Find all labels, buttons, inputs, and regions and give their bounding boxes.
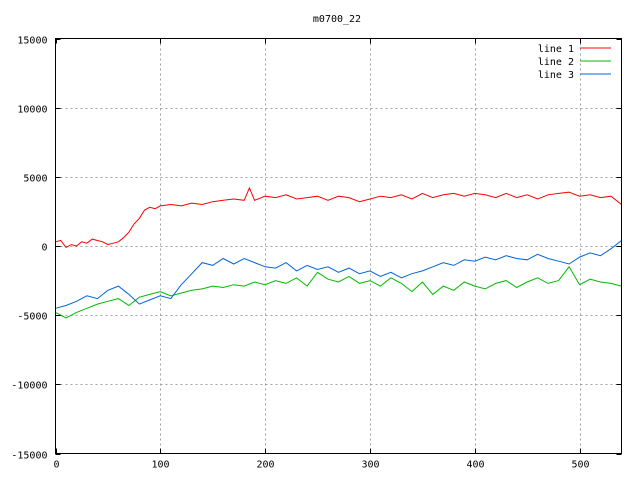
x-tick-label: 400 — [466, 460, 484, 471]
axis-ticks: 0 100 200 300 400 500 -15000 -10000 -5000 0 5000 10… — [11, 36, 622, 471]
legend-label: line 2 — [538, 57, 574, 68]
legend-label: line 3 — [538, 70, 574, 81]
legend-label: line 1 — [538, 44, 574, 55]
x-tick-label: 0 — [53, 460, 59, 471]
series-line-2 — [55, 265, 622, 319]
series-line-3 — [55, 240, 622, 309]
y-tick-label: 15000 — [17, 36, 47, 47]
series-group — [55, 186, 622, 319]
y-tick-label: -10000 — [11, 381, 47, 392]
x-tick-label: 200 — [256, 460, 274, 471]
x-tick-label: 100 — [151, 460, 169, 471]
y-tick-label: 5000 — [23, 174, 47, 185]
y-tick-label: -15000 — [11, 451, 47, 462]
chart-title: m0700_22 — [313, 14, 361, 25]
grid — [55, 38, 622, 454]
legend: line 1 line 2 line 3 — [538, 44, 611, 81]
series-line-1 — [55, 186, 622, 249]
x-tick-label: 500 — [571, 460, 589, 471]
y-tick-label: 0 — [41, 243, 47, 254]
y-tick-label: 10000 — [17, 105, 47, 116]
x-tick-label: 300 — [361, 460, 379, 471]
y-tick-label: -5000 — [17, 312, 47, 323]
